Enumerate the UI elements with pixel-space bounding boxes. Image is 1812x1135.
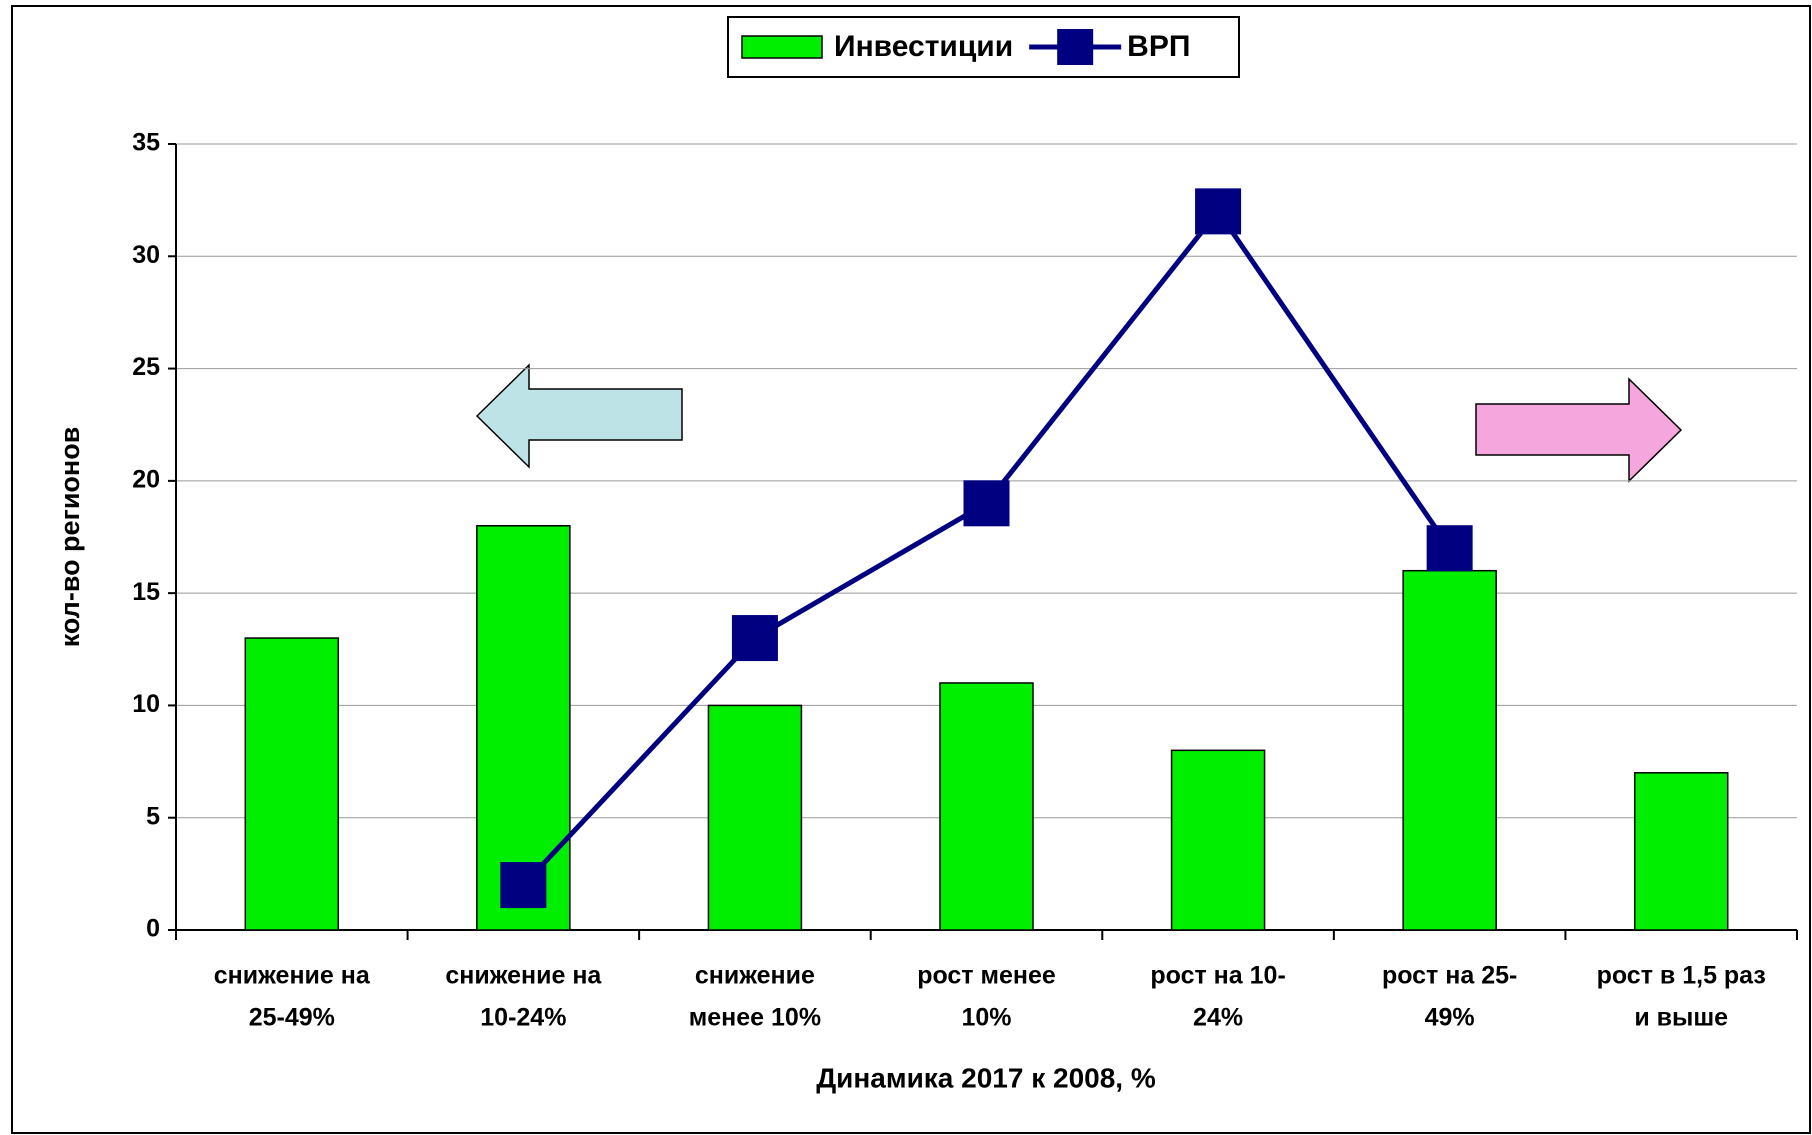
marks: [244, 188, 1729, 931]
bar: [939, 682, 1034, 931]
line-marker: [1426, 525, 1473, 572]
x-tick-label: и выше: [1634, 1004, 1728, 1032]
x-tick-label: 25-49%: [249, 1004, 335, 1032]
x-tick-label: менее 10%: [689, 1004, 821, 1032]
bar: [244, 637, 340, 931]
x-tick-label: 10%: [961, 1004, 1011, 1032]
y-tick-label: 5: [146, 802, 160, 830]
x-tick-label: рост менее: [917, 962, 1056, 990]
grid: 0 5 10 15 20 25 30 35 снижение на 25-49% снижение …: [132, 129, 1798, 1032]
x-tick-label: снижение: [695, 962, 815, 990]
y-tick-label: 0: [146, 915, 160, 943]
legend-label: Инвестиции: [834, 30, 1013, 63]
bar: [707, 704, 803, 931]
x-tick-label: рост на 10-: [1150, 962, 1285, 990]
y-axis-title: кол-во регионов: [55, 427, 85, 648]
bar: [1170, 749, 1266, 931]
legend: Инвестиции ВРП: [727, 16, 1240, 78]
legend-swatch: [1057, 29, 1094, 65]
y-tick-label: 20: [132, 465, 160, 493]
x-tick-label: рост на 25-: [1382, 962, 1517, 990]
line-marker: [500, 862, 547, 909]
x-tick-label: 10-24%: [480, 1004, 566, 1032]
line-marker: [963, 480, 1010, 527]
x-tick-label: снижение на: [445, 962, 602, 990]
x-axis-title: Динамика 2017 к 2008, %: [816, 1062, 1156, 1093]
legend-label: ВРП: [1127, 30, 1190, 63]
x-tick-label: 49%: [1425, 1004, 1475, 1032]
y-tick-label: 10: [132, 690, 160, 718]
bar: [1633, 772, 1729, 931]
y-tick-label: 30: [132, 241, 160, 269]
x-tick-label: рост в 1,5 раз: [1597, 962, 1766, 990]
legend-swatch: [741, 35, 823, 59]
y-tick-label: 35: [132, 129, 160, 157]
right-arrow: [1475, 377, 1683, 483]
line-marker: [1195, 188, 1242, 235]
y-tick-label: 15: [132, 578, 160, 606]
bar: [1402, 569, 1497, 931]
x-tick-label: 24%: [1193, 1004, 1243, 1032]
x-tick-label: снижение на: [214, 962, 371, 990]
y-tick-label: 25: [132, 353, 160, 381]
line-marker: [731, 615, 778, 662]
chart-frame: [11, 5, 1811, 1134]
